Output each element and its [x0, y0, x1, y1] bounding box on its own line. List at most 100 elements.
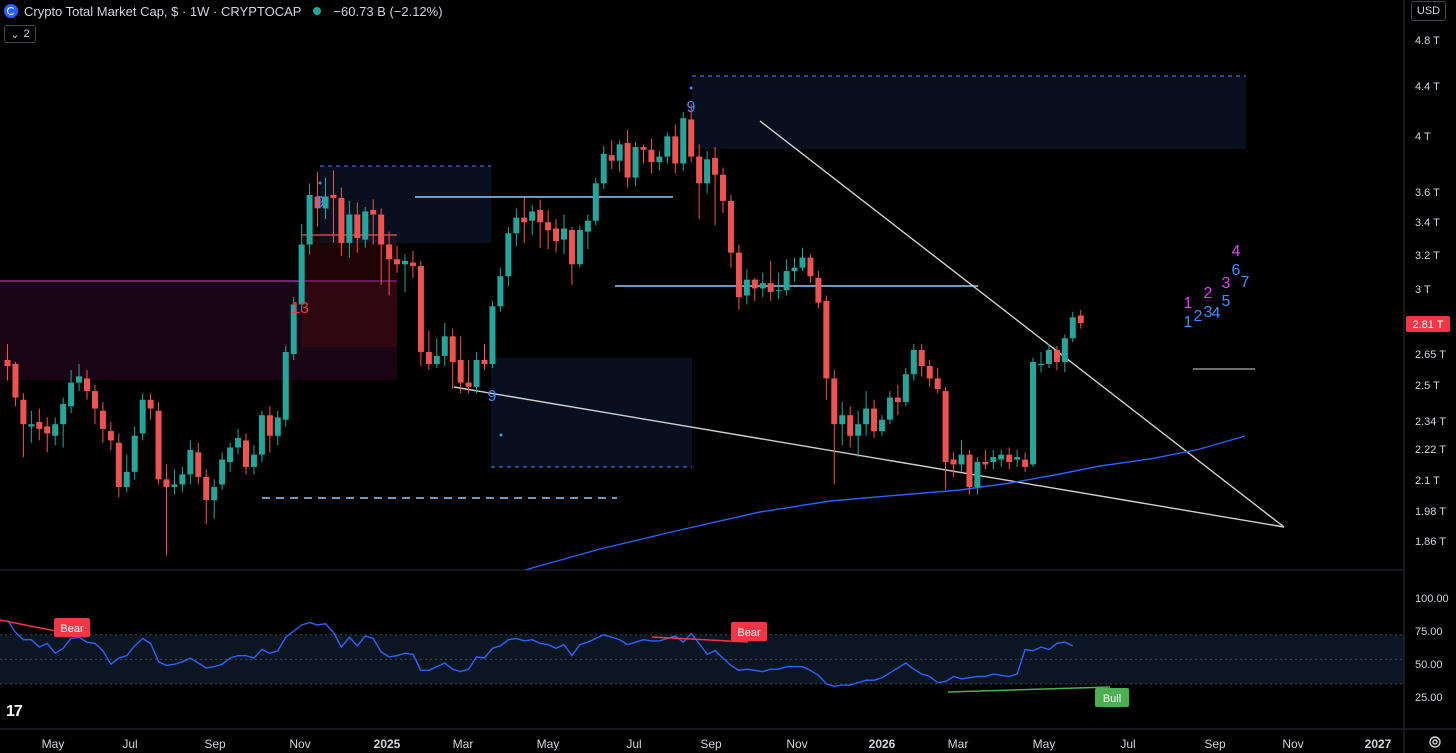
candle — [704, 151, 711, 194]
time-axis[interactable]: May Jul Sep Nov 2025 Mar May Jul Sep Nov 2026 Mar Ma… — [0, 728, 1456, 751]
candle-body — [807, 257, 814, 277]
candle-body — [616, 144, 623, 161]
gear-icon[interactable] — [1428, 735, 1442, 749]
candle — [727, 194, 734, 268]
td-label: 4 — [1212, 305, 1221, 322]
ma-200 — [524, 435, 1246, 571]
candle — [847, 406, 854, 448]
candle — [1030, 357, 1037, 467]
candle-body — [409, 262, 416, 266]
candle-body — [831, 378, 838, 425]
candle — [600, 145, 607, 190]
candle-body — [799, 257, 806, 268]
candle — [36, 408, 43, 441]
indicator-count: 2 — [23, 28, 30, 40]
candle-body — [227, 447, 234, 462]
candle — [712, 147, 719, 226]
candle — [934, 368, 941, 394]
lower-trendline — [453, 386, 1285, 528]
candle-body — [664, 136, 671, 157]
candle — [91, 384, 98, 425]
candle-body — [274, 417, 281, 436]
candle-body — [60, 404, 67, 425]
candle-body — [290, 304, 297, 354]
candle — [84, 370, 90, 400]
time-tick: 2025 — [374, 737, 401, 751]
candle-body — [219, 459, 226, 485]
candle — [187, 440, 194, 485]
candle — [362, 206, 369, 248]
candle — [378, 208, 385, 285]
candle — [131, 426, 138, 480]
time-tick: Sep — [204, 737, 226, 751]
candle — [926, 359, 933, 387]
candle — [211, 479, 218, 519]
tradingview-logo-icon[interactable]: 17 — [6, 703, 23, 720]
td-label: 1 — [1184, 295, 1193, 312]
indicators-collapse-button[interactable]: ⌄ 2 — [4, 25, 36, 43]
candle-body — [847, 415, 854, 436]
candle-body — [902, 374, 909, 402]
candle — [640, 144, 647, 164]
candle-body — [910, 349, 917, 375]
candle-body — [584, 220, 591, 232]
candle-body — [84, 378, 90, 392]
price-tick: 3.2 T — [1415, 250, 1440, 262]
candle — [465, 359, 472, 394]
candle — [266, 406, 273, 453]
candle — [1006, 447, 1013, 470]
currency-button[interactable]: USD — [1411, 1, 1446, 21]
candle — [417, 260, 424, 367]
candle-body — [751, 279, 758, 289]
candle — [425, 330, 432, 371]
price-change: −60.73 B (−2.12%) — [333, 3, 443, 19]
candle-body — [879, 419, 885, 432]
upper-trendline — [759, 120, 1285, 528]
candle-body — [568, 230, 575, 265]
candle-body — [767, 283, 774, 292]
candle-body — [465, 382, 472, 387]
candle-body — [1014, 457, 1021, 460]
last-price-badge — [1406, 316, 1450, 332]
candle-body — [576, 230, 583, 265]
candle — [1014, 449, 1021, 467]
candle-body — [537, 209, 544, 223]
candle-body — [44, 426, 51, 434]
bear-divergence-line — [651, 636, 749, 643]
candle — [950, 452, 957, 477]
time-tick: 2027 — [1365, 737, 1392, 751]
candle-body — [688, 119, 695, 157]
candlestick-series — [4, 104, 1084, 556]
candle — [664, 132, 671, 164]
zone-2025 — [491, 358, 692, 467]
candle — [394, 246, 401, 273]
td-label: 5 — [1222, 293, 1231, 310]
candle — [52, 417, 59, 446]
candle-body — [624, 143, 631, 178]
candle — [123, 454, 130, 493]
candle — [783, 259, 790, 296]
divergence-badge — [731, 622, 767, 641]
candle — [1069, 311, 1076, 343]
bull-divergence-line — [947, 686, 1111, 693]
candle — [974, 457, 981, 495]
candle — [990, 449, 997, 470]
divergence-badge — [54, 618, 90, 637]
candle — [998, 449, 1005, 467]
candle-body — [449, 336, 456, 362]
candle-body — [20, 399, 27, 425]
divergence-label: Bear — [737, 627, 761, 639]
candle — [871, 399, 878, 439]
candle — [155, 401, 162, 485]
candle — [910, 344, 917, 381]
candle — [219, 452, 226, 490]
candle-body — [926, 366, 933, 379]
price-axis[interactable]: 4.8 T 4.4 T 4 T 3.6 T 3.4 T 3.2 T 3 T 2.65 T 2.5… — [1403, 0, 1450, 753]
symbol-title[interactable]: Crypto Total Market Cap, $ · 1W · CRYPTO… — [24, 3, 302, 19]
candle — [545, 209, 552, 250]
candle-body — [990, 457, 997, 462]
candle — [370, 199, 377, 245]
candle-body — [886, 397, 893, 420]
candle-body — [147, 399, 154, 409]
